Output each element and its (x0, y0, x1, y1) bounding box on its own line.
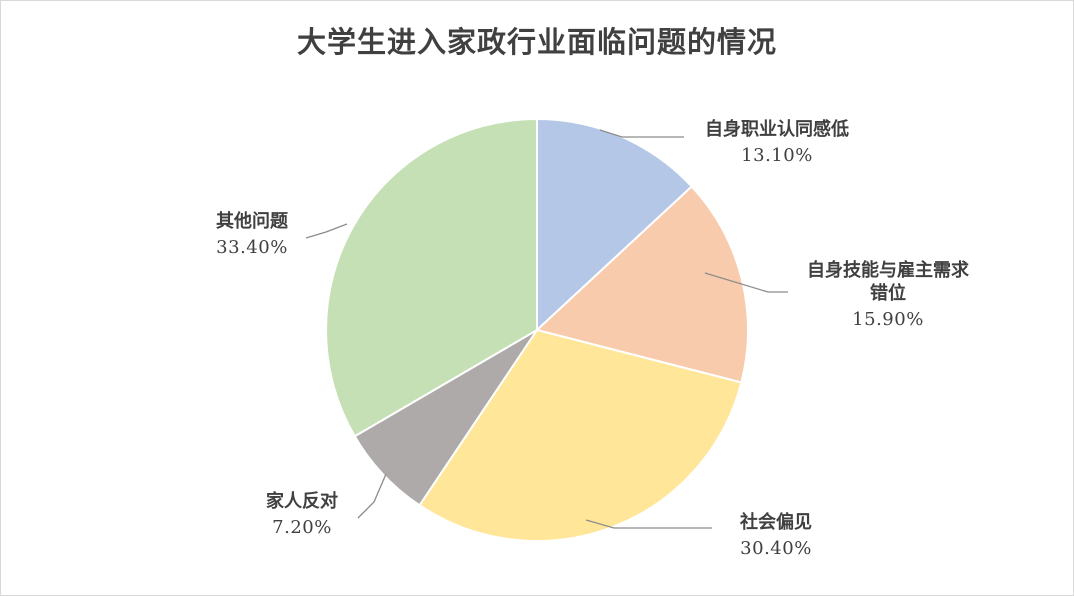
slice-label-2-line-1: 自身技能与雇主需求 (807, 259, 970, 281)
slice-label-2-line-2: 错位 (870, 282, 906, 304)
slice-value-5: 33.40% (216, 237, 288, 258)
slice-value-2: 15.90% (852, 309, 924, 330)
chart-title: 大学生进入家政行业面临问题的情况 (296, 25, 777, 59)
slice-label-3: 社会偏见 (740, 511, 812, 533)
slice-value-3: 30.40% (740, 538, 812, 559)
pie-slice-2 (534, 185, 749, 384)
leader-line-2 (704, 272, 788, 293)
slice-value-4: 7.20% (272, 517, 332, 538)
pie-slice-5 (325, 117, 538, 438)
slice-label-4: 家人反对 (266, 490, 338, 512)
slice-value-1: 13.10% (741, 145, 813, 166)
slice-label-1: 自身职业认同感低 (705, 118, 849, 140)
leader-line-3 (585, 519, 712, 529)
leader-line-1 (599, 129, 684, 138)
leader-line-5 (305, 223, 348, 239)
slice-label-5: 其他问题 (216, 210, 289, 232)
leader-line-4 (357, 473, 387, 519)
